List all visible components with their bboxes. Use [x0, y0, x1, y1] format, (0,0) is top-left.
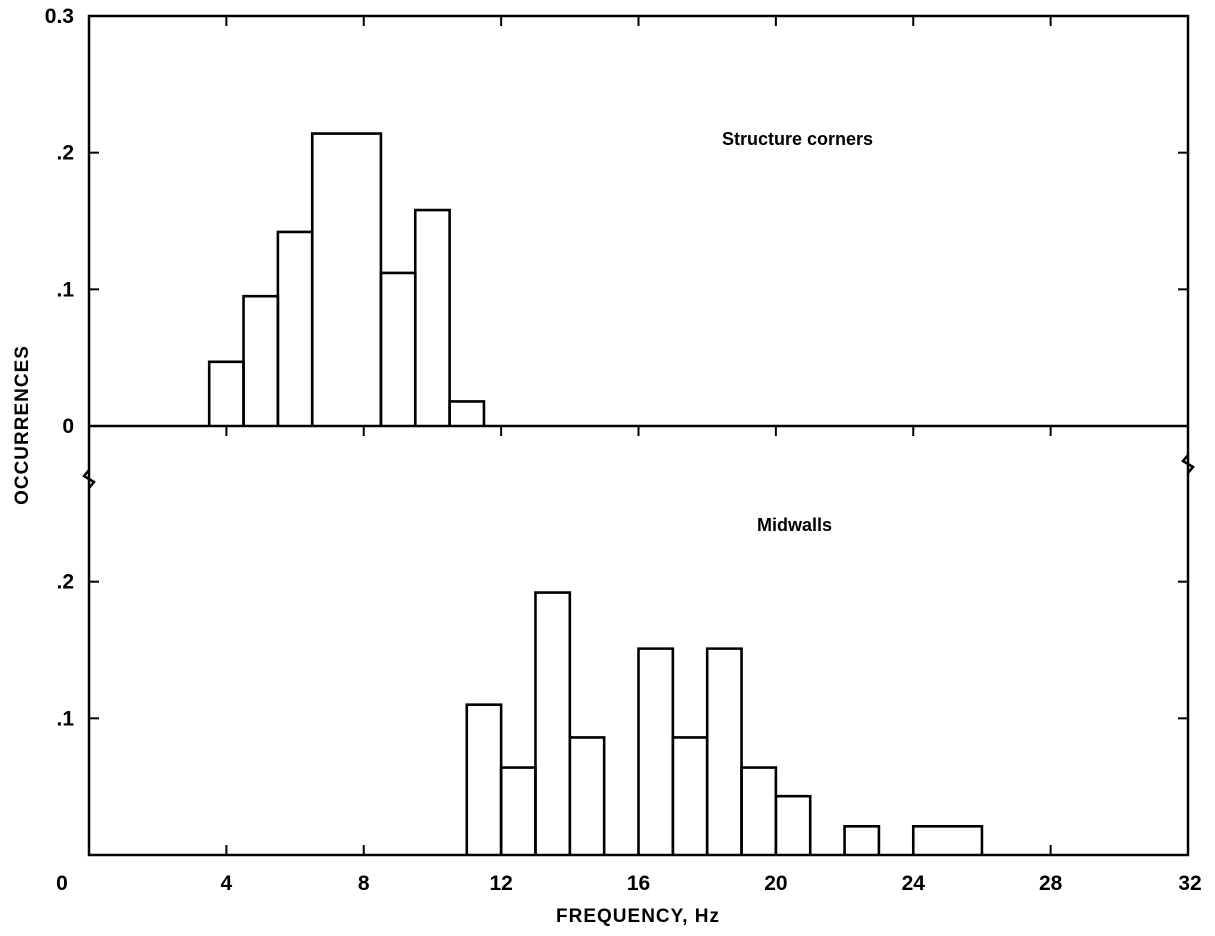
midwalls-bar-3	[568, 736, 606, 855]
bottom-panel-label: Midwalls	[757, 515, 832, 535]
structure-corners-bar-3	[310, 132, 383, 426]
midwalls-bar-0	[465, 703, 503, 855]
x-tick-label: 0	[56, 872, 68, 895]
midwalls-bar-6	[705, 647, 743, 855]
midwalls-bar-10	[911, 825, 984, 855]
x-tick-label: 24	[902, 872, 926, 895]
x-tick-label: 20	[764, 872, 787, 895]
bottom-panel: Midwalls	[465, 515, 984, 855]
midwalls-bar-7	[740, 766, 778, 855]
y-tick-label: .2	[56, 142, 74, 165]
y-tick-label: 0.3	[45, 5, 74, 28]
right-axis-break	[1181, 454, 1195, 474]
x-tick-label: 28	[1039, 872, 1063, 895]
midwalls-bar-2	[534, 591, 572, 855]
x-axis-title: FREQUENCY, Hz	[556, 906, 720, 927]
y-tick-label: 0	[62, 415, 74, 438]
x-tick-label: 32	[1178, 872, 1201, 895]
structure-corners-bar-1	[242, 294, 280, 426]
midwalls-bar-8	[774, 794, 812, 855]
x-tick-label: 12	[489, 872, 512, 895]
structure-corners-bar-6	[448, 400, 486, 426]
midwalls-bar-1	[499, 766, 537, 855]
structure-corners-bar-2	[276, 230, 314, 426]
structure-corners-bar-5	[413, 208, 451, 426]
midwalls-bar-5	[671, 736, 709, 855]
y-tick-label: .1	[56, 278, 74, 301]
y-axis: 0 .1 .2 0.3 .1 .2	[45, 5, 1188, 730]
y-axis-title: OCCURRENCES	[12, 345, 33, 505]
y-tick-label: .2	[56, 571, 74, 594]
left-axis-break	[82, 469, 96, 489]
top-panel: Structure corners	[89, 129, 1188, 428]
y-tick-label: .1	[56, 707, 74, 730]
x-tick-label: 16	[627, 872, 650, 895]
x-tick-label: 8	[358, 872, 370, 895]
x-axis: 0 4 8 12 16 20 24 28 32	[56, 16, 1202, 895]
midwalls-bar-9	[843, 825, 881, 855]
top-panel-label: Structure corners	[722, 129, 873, 149]
structure-corners-bar-4	[379, 271, 417, 426]
midwalls-bar-4	[637, 647, 675, 855]
structure-corners-bar-0	[207, 360, 245, 426]
x-tick-label: 4	[221, 872, 233, 895]
